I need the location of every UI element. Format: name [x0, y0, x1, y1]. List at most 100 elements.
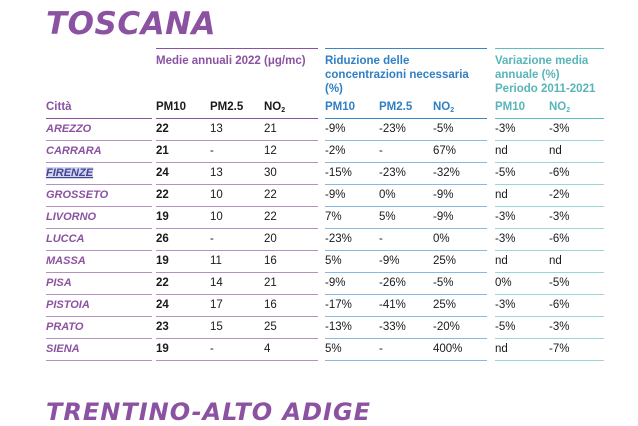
col-red-pm25: PM2.5 — [379, 101, 413, 113]
table-row: LUCCA 26 - 20 -23% - 0% -3% -6% — [46, 229, 606, 251]
cell-v-no2: -3% — [549, 123, 570, 135]
cell-pm10: 19 — [156, 343, 169, 355]
row-divider — [325, 206, 487, 207]
cell-pm25: - — [210, 145, 214, 157]
cell-pm25: - — [210, 343, 214, 355]
cell-r-pm10: -13% — [325, 321, 352, 333]
cell-pm10: 22 — [156, 123, 169, 135]
row-divider — [495, 272, 604, 273]
row-divider — [46, 294, 152, 295]
cell-v-no2: -6% — [549, 167, 570, 179]
col-red-pm10: PM10 — [325, 101, 356, 113]
col-red-no2-subscript: 2 — [450, 107, 455, 114]
cell-pm10: 21 — [156, 145, 169, 157]
row-divider — [156, 140, 318, 141]
cell-v-pm10: nd — [495, 255, 508, 267]
col-no2: NO2 — [264, 101, 285, 114]
cell-r-pm10: -9% — [325, 123, 346, 135]
page-title: TOSCANA — [46, 6, 217, 42]
city-name: PRATO — [46, 321, 84, 333]
cell-pm25: - — [210, 233, 214, 245]
cell-no2: 16 — [264, 255, 277, 267]
cell-r-pm10: -9% — [325, 277, 346, 289]
row-divider — [156, 272, 318, 273]
row-divider — [325, 294, 487, 295]
row-divider — [325, 272, 487, 273]
cell-r-no2: 0% — [433, 233, 450, 245]
table-row: MASSA 19 11 16 5% -9% 25% nd nd — [46, 251, 606, 273]
cell-r-pm25: -26% — [379, 277, 406, 289]
col-no2-label: NO — [264, 101, 282, 113]
col-var-no2: NO2 — [549, 101, 570, 114]
cell-r-pm10: -23% — [325, 233, 352, 245]
cell-r-pm10: -2% — [325, 145, 346, 157]
row-divider — [325, 162, 487, 163]
cell-v-pm10: nd — [495, 189, 508, 201]
cell-r-pm25: -41% — [379, 299, 406, 311]
col-no2-subscript: 2 — [281, 107, 286, 114]
table-row: AREZZO 22 13 21 -9% -23% -5% -3% -3% — [46, 119, 606, 141]
city-name: MASSA — [46, 255, 86, 267]
row-divider — [325, 250, 487, 251]
cell-r-pm25: - — [379, 145, 383, 157]
col-pm25: PM2.5 — [210, 101, 244, 113]
cell-r-no2: -5% — [433, 123, 454, 135]
cell-no2: 21 — [264, 277, 277, 289]
table-row: GROSSETO 22 10 22 -9% 0% -9% nd -2% — [46, 185, 606, 207]
col-var-pm10: PM10 — [495, 101, 526, 113]
row-divider — [46, 250, 152, 251]
cell-r-no2: 25% — [433, 255, 457, 267]
header-divider-variation — [495, 117, 604, 119]
col-var-no2-subscript: 2 — [566, 107, 571, 114]
city-name: AREZZO — [46, 123, 92, 135]
column-header-row: Città PM10 PM2.5 NO2 PM10 PM2.5 NO2 PM10… — [46, 97, 606, 119]
header-divider-annual — [156, 117, 318, 119]
cell-v-pm10: -3% — [495, 211, 516, 223]
row-divider — [325, 228, 487, 229]
row-divider — [46, 206, 152, 207]
cell-pm10: 23 — [156, 321, 169, 333]
cell-r-no2: -32% — [433, 167, 460, 179]
city-name: CARRARA — [46, 145, 102, 157]
row-divider — [325, 140, 487, 141]
cell-no2: 4 — [264, 343, 271, 355]
cell-r-pm10: 7% — [325, 211, 342, 223]
cell-v-pm10: -5% — [495, 321, 516, 333]
cell-v-pm10: -3% — [495, 123, 516, 135]
row-divider — [156, 250, 318, 251]
row-divider — [495, 206, 604, 207]
group-header-annual-label: Medie annuali 2022 (μg/mc) — [156, 55, 306, 67]
row-divider — [495, 294, 604, 295]
cell-r-pm25: -23% — [379, 167, 406, 179]
table-row: PISTOIA 24 17 16 -17% -41% 25% -3% -6% — [46, 295, 606, 317]
cell-r-pm25: -23% — [379, 123, 406, 135]
group-header-reduction-label: Riduzione delle concentrazioni necessari… — [325, 55, 469, 95]
col-city: Città — [46, 101, 72, 113]
cell-r-no2: -20% — [433, 321, 460, 333]
cell-v-no2: -2% — [549, 189, 570, 201]
cell-r-pm10: -17% — [325, 299, 352, 311]
city-name: LUCCA — [46, 233, 85, 245]
cell-v-no2: -3% — [549, 321, 570, 333]
group-header-variation: Variazione media annuale (%) Periodo 201… — [495, 48, 604, 95]
cell-v-no2: -6% — [549, 233, 570, 245]
cell-no2: 12 — [264, 145, 277, 157]
table-row: CARRARA 21 - 12 -2% - 67% nd nd — [46, 141, 606, 163]
cell-r-pm10: -15% — [325, 167, 352, 179]
row-divider — [495, 140, 604, 141]
cell-pm25: 14 — [210, 277, 223, 289]
cell-v-pm10: 0% — [495, 277, 512, 289]
row-divider — [156, 294, 318, 295]
cell-v-no2: nd — [549, 145, 562, 157]
cell-pm25: 17 — [210, 299, 223, 311]
cell-no2: 30 — [264, 167, 277, 179]
cell-no2: 22 — [264, 189, 277, 201]
cell-r-pm10: 5% — [325, 255, 342, 267]
row-divider — [495, 360, 604, 361]
row-divider — [156, 162, 318, 163]
cell-r-pm25: -33% — [379, 321, 406, 333]
row-divider — [325, 360, 487, 361]
cell-pm10: 22 — [156, 277, 169, 289]
cell-r-no2: 400% — [433, 343, 463, 355]
cell-pm25: 13 — [210, 167, 223, 179]
